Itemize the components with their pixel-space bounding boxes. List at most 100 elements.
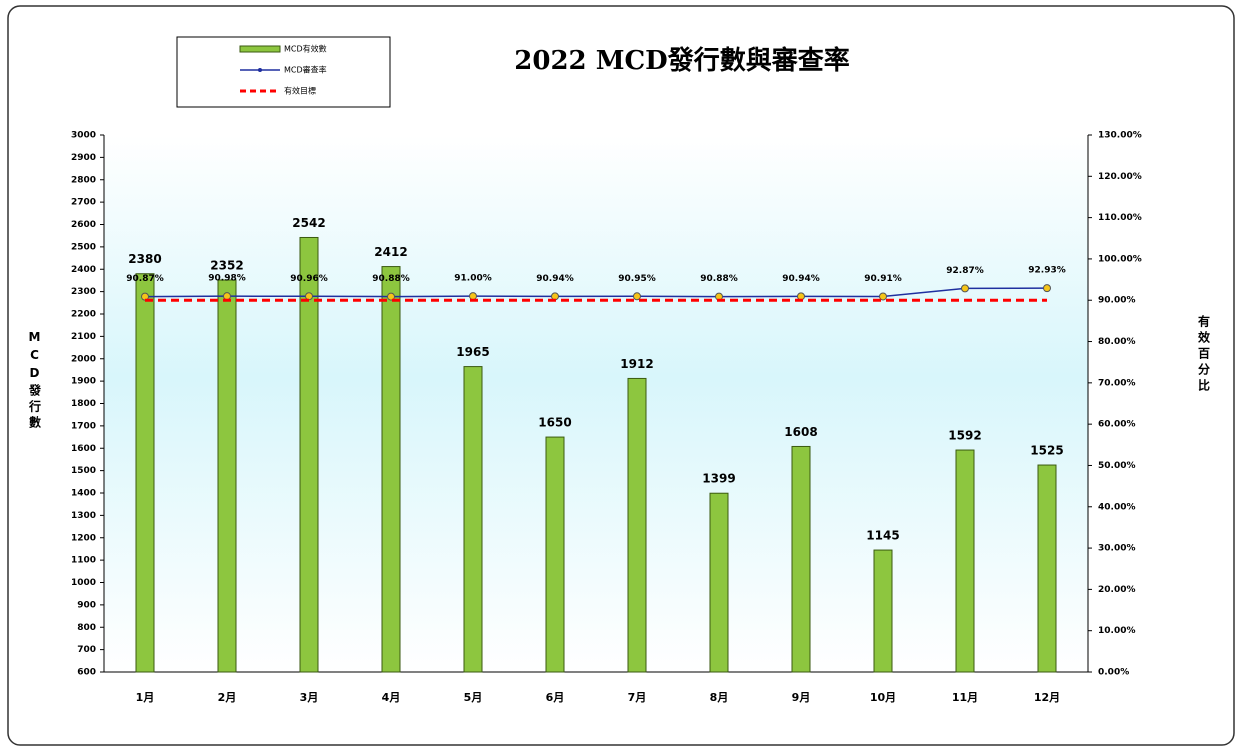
y-tick-label: 1800	[71, 399, 96, 409]
legend-label: MCD審查率	[284, 65, 327, 75]
rate-value-label: 90.88%	[372, 274, 410, 284]
bar-value-label: 1912	[620, 357, 653, 371]
rate-line	[144, 287, 1048, 298]
y-tick-label: 2000	[71, 354, 96, 364]
bar	[873, 549, 893, 673]
bar	[381, 266, 401, 673]
y2-tick-label: 50.00%	[1098, 461, 1136, 471]
x-tick-label: 9月	[792, 691, 811, 704]
bar	[709, 492, 729, 673]
y-tick-label: 700	[77, 645, 96, 655]
y2-tick-label: 10.00%	[1098, 626, 1136, 636]
y2-axis-title: 有效百分比	[1197, 314, 1211, 395]
y2-tick-label: 90.00%	[1098, 296, 1136, 306]
bar-value-label: 1145	[866, 529, 899, 543]
y-tick-label: 2600	[71, 220, 96, 230]
y-tick-label: 2700	[71, 198, 96, 208]
y-tick-label: 800	[77, 623, 96, 633]
rate-marker	[1043, 284, 1051, 293]
rate-marker	[305, 292, 313, 301]
bar	[463, 366, 483, 673]
bar-value-label: 1592	[948, 429, 981, 443]
bar	[1037, 464, 1057, 673]
x-tick-label: 8月	[710, 691, 729, 704]
rate-value-label: 92.93%	[1028, 266, 1066, 276]
y2-tick-label: 70.00%	[1098, 378, 1136, 388]
y2-tick-label: 80.00%	[1098, 337, 1136, 347]
y-tick-label: 900	[77, 600, 96, 610]
y2-tick-label: 20.00%	[1098, 585, 1136, 595]
y2-tick-label: 0.00%	[1098, 668, 1129, 678]
y-tick-label: 2900	[71, 153, 96, 163]
x-tick-label: 7月	[628, 691, 647, 704]
rate-value-label: 90.94%	[782, 274, 820, 284]
bar	[791, 445, 811, 673]
plot-area	[104, 135, 1088, 672]
rate-marker	[961, 284, 969, 293]
y-tick-label: 1700	[71, 421, 96, 431]
legend-swatch	[239, 45, 281, 53]
rate-marker	[633, 292, 641, 301]
legend-label: 有效目標	[284, 86, 316, 96]
y-tick-label: 1600	[71, 444, 96, 454]
rate-marker	[223, 292, 231, 301]
bar-value-label: 1525	[1030, 444, 1063, 458]
rate-value-label: 90.87%	[126, 274, 164, 284]
y-tick-label: 1500	[71, 466, 96, 476]
rate-value-label: 92.87%	[946, 266, 984, 276]
bar-value-label: 2352	[210, 258, 243, 272]
bar-value-label: 1965	[456, 345, 489, 359]
y-tick-label: 1300	[71, 511, 96, 521]
bar	[627, 377, 647, 673]
rate-value-label: 90.98%	[208, 274, 246, 284]
y-axis-title: MCD發行數	[28, 330, 42, 432]
rate-value-label: 90.88%	[700, 274, 738, 284]
y-tick-label: 1900	[71, 377, 96, 387]
bar-value-label: 2380	[128, 252, 161, 266]
y-tick-label: 1200	[71, 533, 96, 543]
y-tick-label: 1000	[71, 578, 96, 588]
legend-swatch	[258, 68, 262, 72]
y2-tick-label: 100.00%	[1098, 254, 1142, 264]
y-tick-label: 2200	[71, 310, 96, 320]
x-tick-label: 2月	[218, 691, 237, 704]
y2-tick-label: 110.00%	[1098, 213, 1142, 223]
bar-value-label: 1608	[784, 425, 817, 439]
bar	[545, 436, 565, 673]
y2-tick-label: 30.00%	[1098, 544, 1136, 554]
bar-value-label: 1399	[702, 472, 735, 486]
x-tick-label: 1月	[136, 691, 155, 704]
rate-marker	[387, 292, 395, 301]
x-tick-label: 5月	[464, 691, 483, 704]
y2-tick-label: 120.00%	[1098, 172, 1142, 182]
y2-tick-label: 130.00%	[1098, 131, 1142, 141]
x-tick-label: 12月	[1034, 691, 1060, 704]
legend	[176, 36, 391, 108]
y-tick-label: 1400	[71, 489, 96, 499]
bar	[299, 236, 319, 673]
y-tick-label: 2300	[71, 287, 96, 297]
bar-value-label: 1650	[538, 416, 571, 430]
y-tick-label: 2400	[71, 265, 96, 275]
y-tick-label: 600	[77, 668, 96, 678]
y-tick-label: 3000	[71, 131, 96, 141]
x-tick-label: 11月	[952, 691, 978, 704]
y-tick-label: 2800	[71, 175, 96, 185]
rate-marker	[879, 292, 887, 301]
y-tick-label: 2500	[71, 242, 96, 252]
rate-value-label: 90.95%	[618, 274, 656, 284]
rate-value-label: 90.94%	[536, 274, 574, 284]
x-tick-label: 4月	[382, 691, 401, 704]
rate-value-label: 91.00%	[454, 274, 492, 284]
bar-value-label: 2542	[292, 216, 325, 230]
y-tick-label: 2100	[71, 332, 96, 342]
rate-marker	[469, 292, 477, 301]
x-tick-label: 6月	[546, 691, 565, 704]
rate-value-label: 90.91%	[864, 274, 902, 284]
bar	[955, 449, 975, 673]
x-tick-label: 10月	[870, 691, 896, 704]
legend-label: MCD有效數	[284, 44, 327, 54]
x-tick-label: 3月	[300, 691, 319, 704]
y2-tick-label: 40.00%	[1098, 502, 1136, 512]
